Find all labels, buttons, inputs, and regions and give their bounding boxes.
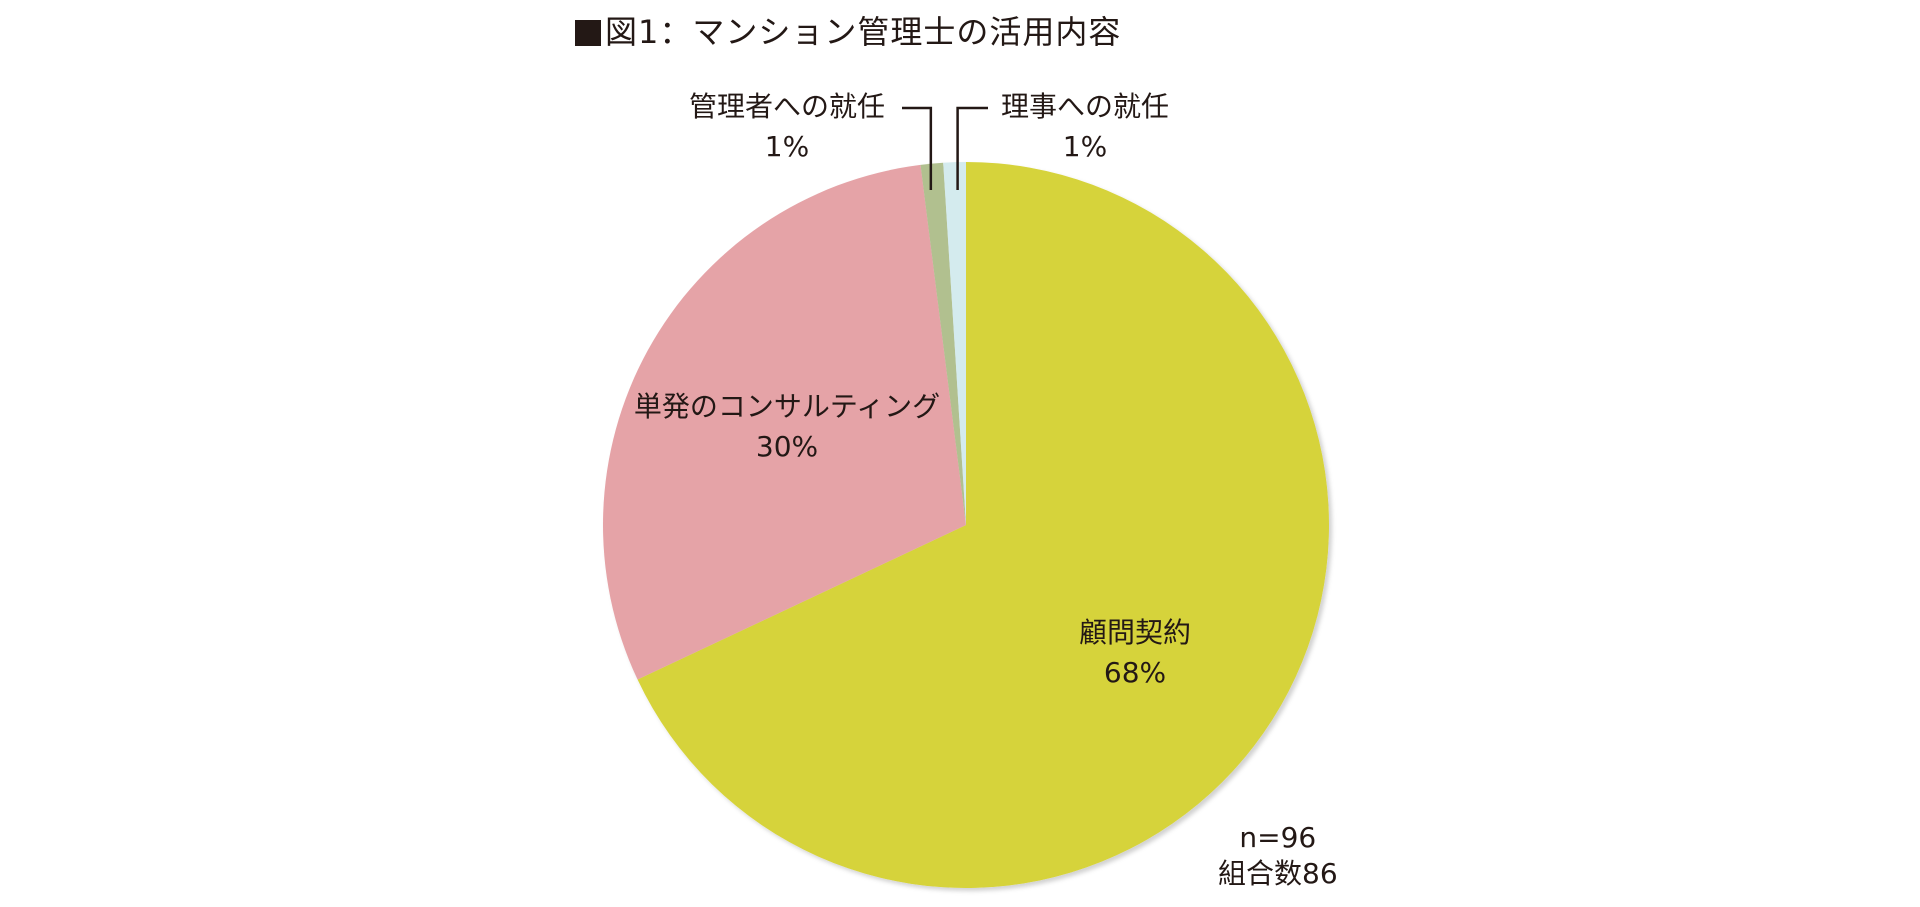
- slice-label-consulting-contract: 顧問契約: [1079, 616, 1191, 649]
- chart-title: 図1：マンション管理士の活用内容: [575, 8, 1121, 56]
- leader-line-manager-appointment: [902, 106, 933, 190]
- chart-title-text: 図1：マンション管理士の活用内容: [605, 13, 1122, 51]
- sample-size-note: n=96 組合数86: [1218, 820, 1338, 892]
- sample-size-n: n=96: [1239, 821, 1317, 854]
- slice-percent-board-appointment: 1%: [1063, 130, 1107, 163]
- pie-slice-one-time-consulting: [603, 164, 966, 680]
- slice-label-manager-appointment: 管理者への就任: [689, 90, 885, 123]
- slice-label-one-time-consulting: 単発のコンサルティング: [634, 390, 940, 423]
- sample-size-groups: 組合数86: [1218, 857, 1338, 890]
- leader-line-board-appointment: [956, 106, 988, 190]
- pie-slice-board-appointment: [943, 162, 966, 525]
- pie-slice-manager-appointment: [920, 162, 966, 525]
- pie-labels: 顧問契約 68% 単発のコンサルティング 30% 管理者への就任 1% 理事への就任 1%: [634, 90, 1191, 689]
- title-square-icon: [575, 20, 601, 46]
- slice-percent-one-time-consulting: 30%: [756, 430, 818, 463]
- slice-label-board-appointment: 理事への就任: [1001, 90, 1169, 123]
- slice-percent-consulting-contract: 68%: [1104, 656, 1166, 689]
- pie-slices: [603, 162, 1330, 888]
- pie-slice-consulting-contract: [637, 162, 1330, 888]
- slice-percent-manager-appointment: 1%: [765, 130, 809, 163]
